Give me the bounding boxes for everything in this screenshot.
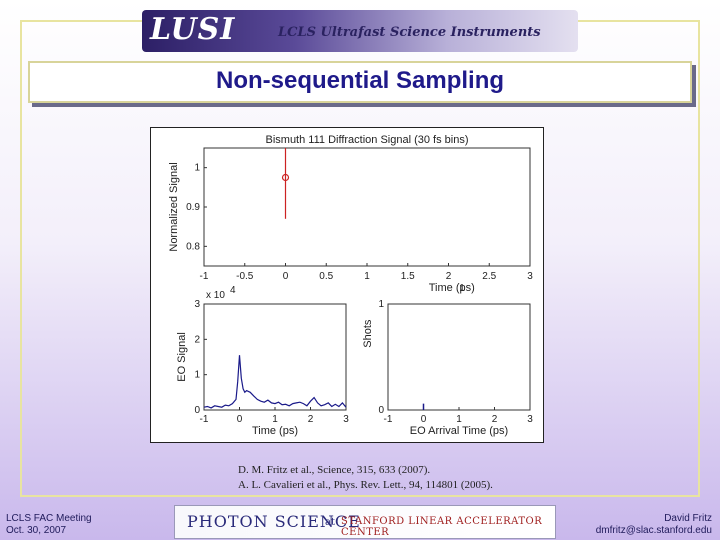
shots-y-axis-label: Shots bbox=[362, 319, 374, 348]
top-panel-misc-label: 1 bbox=[459, 283, 465, 294]
banner-at-text: at bbox=[325, 517, 335, 528]
lusi-logo: LUSI bbox=[150, 12, 236, 47]
eo-scale-label: x 10 bbox=[206, 290, 225, 301]
shots-x-tick-label: -1 bbox=[384, 414, 393, 425]
footer-right: David Fritz dmfritz@slac.stanford.edu bbox=[596, 513, 712, 537]
eo-x-tick-label: 0 bbox=[237, 414, 243, 425]
top-x-tick-label: 3 bbox=[527, 271, 533, 282]
meeting-date: Oct. 30, 2007 bbox=[6, 525, 67, 536]
shots-y-tick-label: 0 bbox=[378, 405, 384, 416]
shots-x-tick-label: 0 bbox=[421, 414, 427, 425]
eo-x-axis-label: Time (ps) bbox=[252, 425, 298, 437]
eo-signal-line bbox=[203, 355, 347, 409]
photon-science-banner: PHOTON SCIENCE at STANFORD LINEAR ACCELE… bbox=[174, 505, 556, 539]
top-x-tick-label: 1.5 bbox=[401, 271, 415, 282]
eo-axes-box bbox=[203, 303, 347, 411]
photon-science-text: PHOTON SCIENCE bbox=[187, 512, 361, 531]
top-y-tick-label: 1 bbox=[194, 163, 200, 174]
top-y-tick-label: 0.9 bbox=[186, 202, 200, 213]
references: D. M. Fritz et al., Science, 315, 633 (2… bbox=[238, 463, 493, 493]
footer-left: LCLS FAC Meeting Oct. 30, 2007 bbox=[6, 513, 92, 537]
top-x-tick-label: 0.5 bbox=[319, 271, 333, 282]
eo-scale-exponent: 4 bbox=[230, 285, 236, 296]
shots-x-tick-label: 3 bbox=[527, 414, 533, 425]
shots-y-tick-label: 1 bbox=[378, 299, 384, 310]
eo-x-tick-label: 1 bbox=[272, 414, 278, 425]
eo-y-axis-label: EO Signal bbox=[176, 332, 188, 382]
shots-x-tick-label: 2 bbox=[492, 414, 498, 425]
header-banner bbox=[142, 10, 578, 52]
author-name: David Fritz bbox=[664, 513, 712, 524]
figure-panel: Bismuth 111 Diffraction Signal (30 fs bi… bbox=[150, 127, 544, 443]
meeting-name: LCLS FAC Meeting bbox=[6, 513, 92, 524]
slide-title: Non-sequential Sampling bbox=[215, 67, 505, 94]
eo-y-tick-label: 1 bbox=[194, 370, 200, 381]
shots-x-tick-label: 1 bbox=[456, 414, 462, 425]
top-data-point bbox=[281, 173, 290, 182]
top-y-axis-label: Normalized Signal bbox=[168, 162, 180, 251]
top-x-tick-label: -1 bbox=[200, 271, 209, 282]
eo-y-tick-label: 2 bbox=[194, 334, 200, 345]
eo-x-tick-label: 2 bbox=[308, 414, 314, 425]
title-box: Non-sequential Sampling bbox=[28, 61, 692, 103]
reference-2: A. L. Cavalieri et al., Phys. Rev. Lett.… bbox=[238, 479, 493, 491]
top-x-axis-label: Time (ps) bbox=[429, 282, 475, 294]
author-email: dmfritz@slac.stanford.edu bbox=[595, 525, 712, 536]
eo-y-tick-label: 0 bbox=[194, 405, 200, 416]
top-x-tick-label: 2.5 bbox=[482, 271, 496, 282]
top-chart-title: Bismuth 111 Diffraction Signal (30 fs bi… bbox=[266, 134, 469, 146]
eo-y-tick-label: 3 bbox=[194, 299, 200, 310]
reference-1: D. M. Fritz et al., Science, 315, 633 (2… bbox=[238, 464, 431, 476]
figure-svg: Bismuth 111 Diffraction Signal (30 fs bi… bbox=[168, 134, 533, 437]
top-x-tick-label: 1 bbox=[364, 271, 370, 282]
eo-x-tick-label: 3 bbox=[343, 414, 349, 425]
slac-text: STANFORD LINEAR ACCELERATOR CENTER bbox=[341, 516, 543, 538]
top-x-tick-label: 0 bbox=[283, 271, 289, 282]
shots-x-axis-label: EO Arrival Time (ps) bbox=[410, 425, 508, 437]
top-x-tick-label: 2 bbox=[446, 271, 452, 282]
eo-x-tick-label: -1 bbox=[200, 414, 209, 425]
top-axes-box bbox=[203, 147, 531, 267]
shots-axes-box bbox=[387, 303, 531, 411]
top-x-tick-label: -0.5 bbox=[236, 271, 254, 282]
header-subtitle: LCLS Ultrafast Science Instruments bbox=[278, 25, 541, 40]
top-y-tick-label: 0.8 bbox=[186, 241, 200, 252]
